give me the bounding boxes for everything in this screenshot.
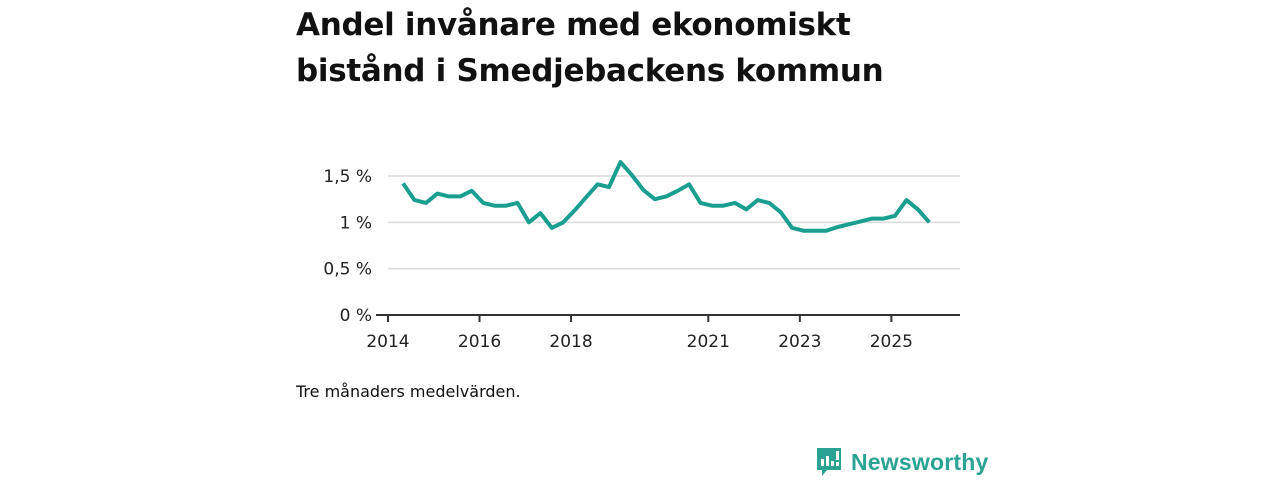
x-tick-label: 2016 bbox=[458, 332, 501, 352]
x-tick-label: 2021 bbox=[687, 332, 730, 352]
newsworthy-brand-name: Newsworthy bbox=[851, 448, 989, 475]
x-tick-label: 2025 bbox=[870, 332, 913, 352]
y-tick-label: 1 % bbox=[340, 213, 372, 233]
x-tick-label: 2018 bbox=[549, 332, 592, 352]
series-line bbox=[401, 160, 931, 233]
y-tick-label: 1,5 % bbox=[323, 167, 372, 187]
chart-title: Andel invånare med ekonomiskt bistånd i … bbox=[296, 2, 996, 94]
y-axis: 0 % 0,5 % 1 % 1,5 % bbox=[323, 167, 372, 326]
x-axis: 2014 2016 2018 2021 2023 2025 bbox=[366, 315, 913, 352]
y-tick-label: 0,5 % bbox=[323, 260, 372, 280]
newsworthy-logo-icon bbox=[817, 448, 841, 476]
x-tick-label: 2023 bbox=[778, 332, 821, 352]
chart-caption: Tre månaders medelvärden. bbox=[296, 382, 521, 401]
chart-title-line-1: Andel invånare med ekonomiskt bbox=[296, 7, 851, 43]
x-tick-label: 2014 bbox=[366, 332, 409, 352]
chart-title-line-2: bistånd i Smedjebackens kommun bbox=[296, 53, 884, 89]
newsworthy-brand[interactable]: Newsworthy bbox=[815, 446, 988, 478]
y-tick-label: 0 % bbox=[340, 306, 372, 326]
series-group bbox=[401, 160, 931, 233]
gridlines bbox=[388, 175, 960, 270]
